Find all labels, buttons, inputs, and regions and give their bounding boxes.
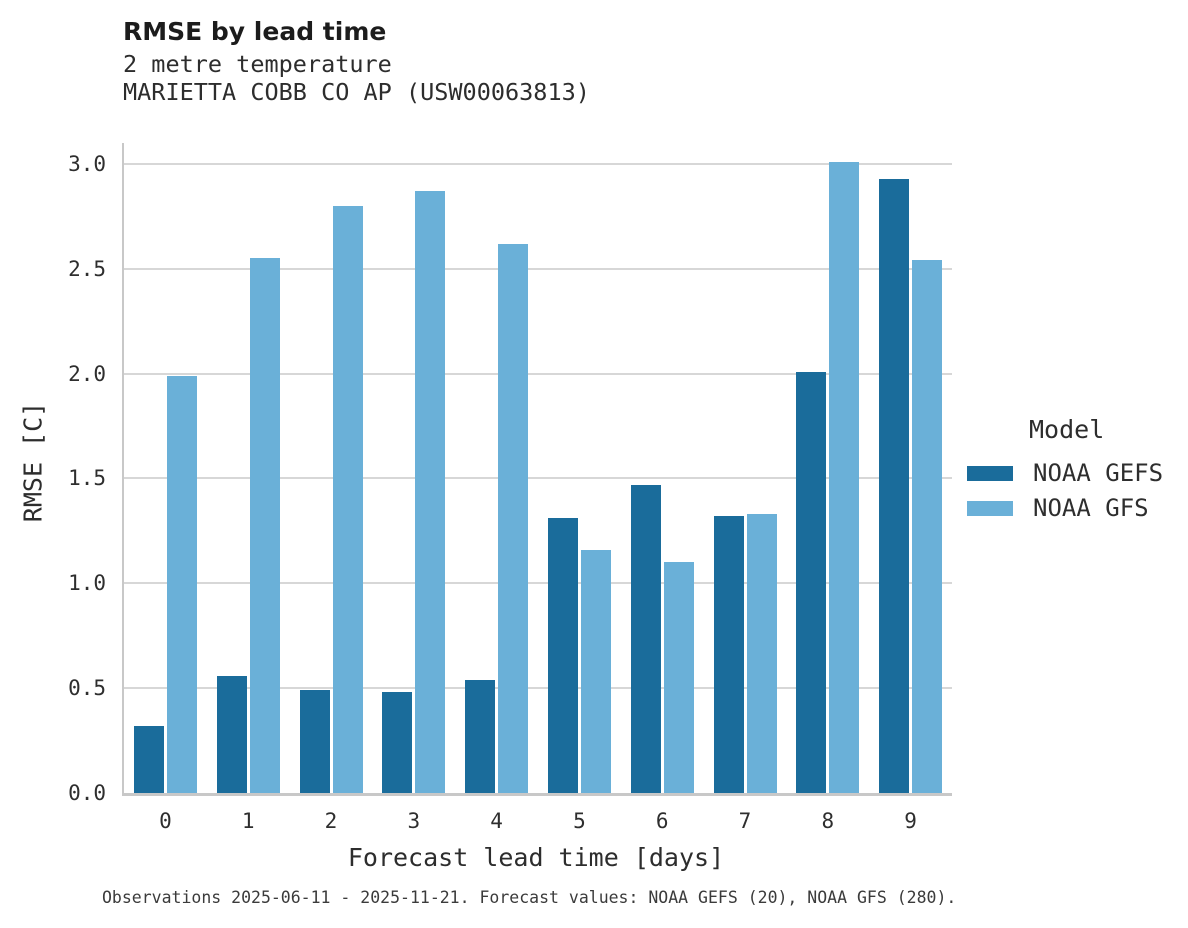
legend-label-noaa-gefs: NOAA GEFS bbox=[1033, 459, 1164, 487]
bar-noaa-gfs-lead-8 bbox=[829, 161, 860, 793]
bar-noaa-gefs-lead-1 bbox=[216, 675, 247, 793]
chart-footer-caption: Observations 2025-06-11 - 2025-11-21. Fo… bbox=[102, 888, 957, 907]
x-tick-label-5: 5 bbox=[573, 809, 586, 833]
y-tick-label-0.5: 0.5 bbox=[68, 676, 106, 701]
bar-noaa-gefs-lead-5 bbox=[547, 518, 578, 793]
bar-noaa-gfs-lead-6 bbox=[663, 562, 694, 793]
bar-noaa-gefs-lead-6 bbox=[630, 484, 661, 793]
bar-noaa-gfs-lead-5 bbox=[580, 549, 611, 793]
bar-noaa-gefs-lead-9 bbox=[879, 178, 910, 793]
gridline-y-1.0 bbox=[124, 582, 952, 585]
x-tick-label-7: 7 bbox=[738, 809, 752, 833]
chart-title: RMSE by lead time bbox=[123, 17, 387, 46]
bar-noaa-gefs-lead-0 bbox=[133, 725, 164, 793]
bar-noaa-gefs-lead-4 bbox=[465, 679, 496, 793]
chart-subtitle: 2 metre temperature MARIETTA COBB CO AP … bbox=[123, 50, 590, 106]
bar-noaa-gfs-lead-3 bbox=[415, 191, 446, 793]
x-tick-label-6: 6 bbox=[655, 809, 669, 833]
legend-row-noaa-gfs: NOAA GFS bbox=[967, 494, 1163, 522]
bar-noaa-gefs-lead-7 bbox=[713, 516, 744, 793]
x-tick-label-3: 3 bbox=[407, 809, 421, 833]
y-axis-label: RMSE [C] bbox=[18, 401, 48, 523]
x-tick-label-0: 0 bbox=[159, 809, 172, 833]
plot-area: 0.0 0.5 1.0 1.5 2.0 2.5 3.0 0 1 2 3 4 5 6 7 8 9 bbox=[68, 143, 952, 833]
bar-noaa-gfs-lead-7 bbox=[746, 514, 777, 793]
gridline-y-3.0 bbox=[124, 162, 952, 165]
x-tick-label-9: 9 bbox=[904, 809, 917, 833]
legend-row-noaa-gefs: NOAA GEFS bbox=[967, 459, 1164, 487]
bar-noaa-gefs-lead-2 bbox=[299, 690, 330, 793]
x-axis-label: Forecast lead time [days] bbox=[347, 843, 725, 872]
gridline-y-2.0 bbox=[124, 372, 952, 375]
legend-title: Model bbox=[1029, 415, 1105, 444]
bar-noaa-gfs-lead-4 bbox=[498, 243, 529, 793]
gridline-y-2.5 bbox=[124, 267, 952, 270]
y-tick-label-2.5: 2.5 bbox=[68, 256, 106, 281]
gridline-y-1.5 bbox=[124, 477, 952, 480]
bar-noaa-gfs-lead-2 bbox=[332, 205, 363, 793]
bar-noaa-gfs-lead-1 bbox=[249, 258, 280, 793]
legend-swatch-noaa-gefs bbox=[967, 465, 1013, 481]
subtitle-station: MARIETTA COBB CO AP (USW00063813) bbox=[123, 78, 590, 106]
x-tick-label-1: 1 bbox=[241, 809, 255, 833]
x-tick-label-8: 8 bbox=[821, 809, 835, 833]
y-tick-label-3.0: 3.0 bbox=[68, 151, 106, 176]
gridline-y-0.5 bbox=[124, 687, 952, 690]
bar-noaa-gefs-lead-8 bbox=[796, 371, 827, 793]
y-tick-label-1.0: 1.0 bbox=[68, 571, 106, 596]
subtitle-variable: 2 metre temperature bbox=[123, 50, 392, 78]
bar-noaa-gefs-lead-3 bbox=[382, 692, 413, 793]
y-tick-label-0.0: 0.0 bbox=[68, 781, 106, 805]
legend-label-noaa-gfs: NOAA GFS bbox=[1033, 494, 1149, 522]
y-tick-label-1.5: 1.5 bbox=[68, 466, 106, 491]
legend-swatch-noaa-gfs bbox=[967, 500, 1013, 516]
x-tick-label-2: 2 bbox=[324, 809, 338, 833]
bar-noaa-gfs-lead-0 bbox=[166, 375, 197, 793]
bar-noaa-gfs-lead-9 bbox=[912, 260, 943, 793]
x-tick-label-4: 4 bbox=[490, 809, 503, 833]
legend: Model NOAA GEFS NOAA GFS bbox=[967, 415, 1163, 531]
y-tick-label-2.0: 2.0 bbox=[68, 361, 106, 386]
